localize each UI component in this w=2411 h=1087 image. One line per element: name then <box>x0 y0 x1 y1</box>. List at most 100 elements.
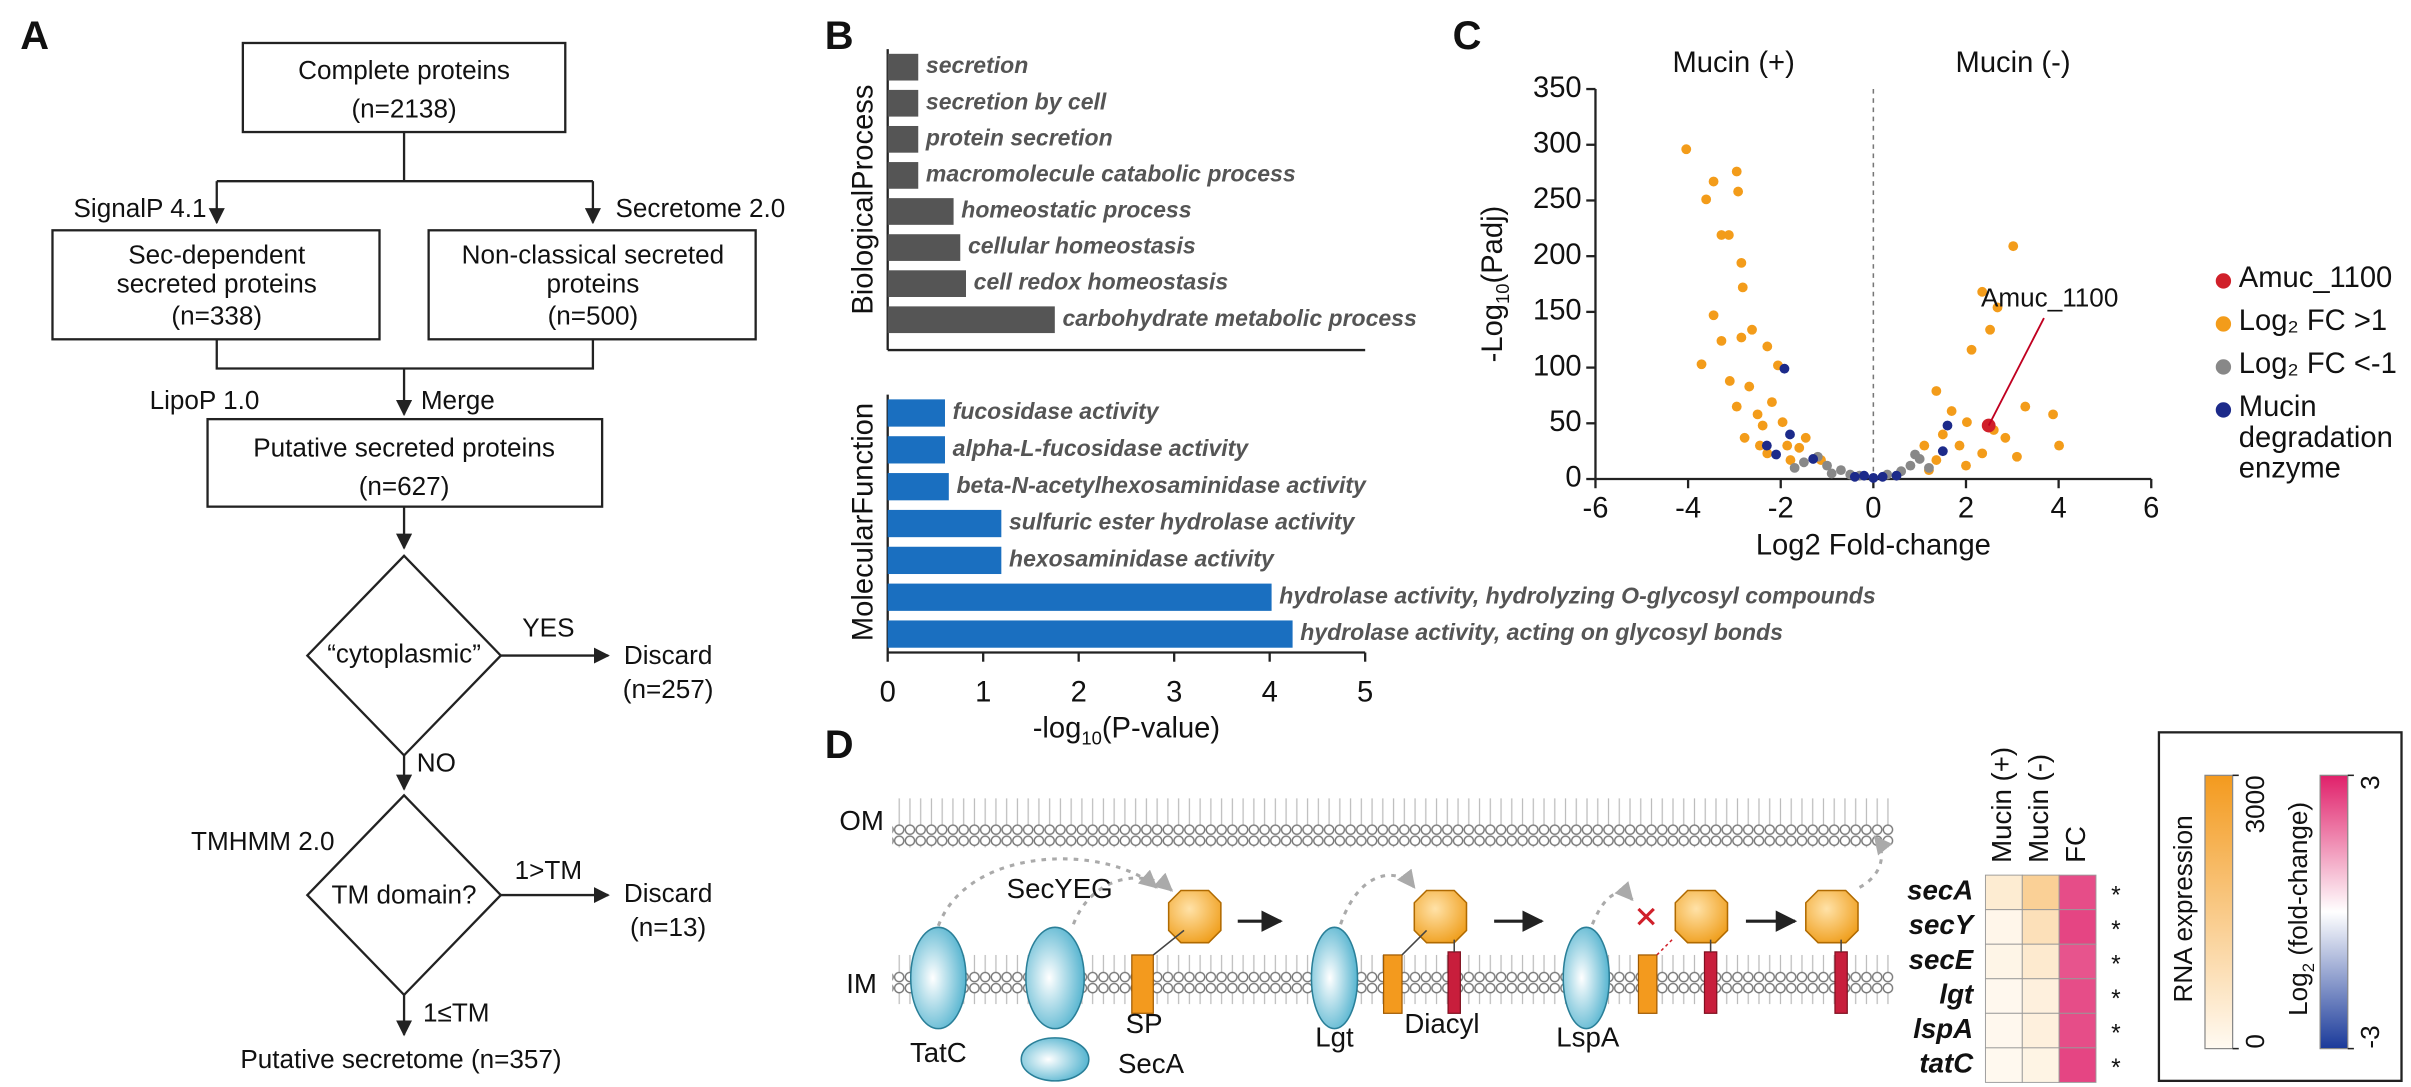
x-axis-label: Log2 Fold-change <box>1756 529 1991 561</box>
bar <box>887 583 1272 611</box>
point <box>1708 176 1719 187</box>
x-axis-label-part: (P-value) <box>1102 712 1220 744</box>
row-label: secY <box>1909 909 1976 940</box>
fc-colorbar <box>2319 774 2349 1050</box>
point <box>1736 257 1747 268</box>
flow-node-text: Complete proteins <box>298 55 510 85</box>
point <box>1681 144 1692 155</box>
point <box>1777 417 1788 428</box>
top-label: Mucin (-) <box>1956 47 2071 79</box>
point <box>1977 448 1988 459</box>
annotation: Amuc_1100 <box>1981 283 2118 313</box>
heatmap-cell <box>2021 874 2060 911</box>
point <box>1966 344 1977 355</box>
legend-label: Log₂ FC <-1 <box>2238 350 2397 381</box>
significance: * <box>2111 917 2121 944</box>
legend-entry: Log₂ FC >1 <box>2238 307 2388 338</box>
point <box>1708 310 1719 321</box>
point <box>2048 409 2058 420</box>
legend-marker <box>2215 359 2232 375</box>
annotation-line <box>1987 317 2045 426</box>
x-tick-label: -6 <box>1583 492 1609 524</box>
group-label: BiologicalProcess <box>847 85 879 315</box>
point <box>1868 472 1879 483</box>
heatmap-cell <box>2058 978 2097 1014</box>
diagram-label: LspA <box>1556 1022 1620 1053</box>
y-axis-label-part: (Padj) <box>1477 206 1509 284</box>
heatmap-cell <box>2021 943 2060 980</box>
heatmap-cell <box>2021 909 2060 945</box>
point <box>1962 417 1972 428</box>
flow-node-text: (n=2138) <box>351 93 456 123</box>
bar <box>887 546 1002 575</box>
point <box>1954 440 1965 451</box>
bar-label: beta-N-acetylhexosaminidase activity <box>956 472 1367 498</box>
point <box>1931 386 1942 396</box>
y-tick-label: 300 <box>1533 127 1582 159</box>
legend-label: Amuc_1100 <box>2238 264 2393 295</box>
point <box>1701 194 1712 205</box>
flow-edge-label: 1≤TM <box>423 998 490 1028</box>
x-tick-label: 4 <box>1262 677 1278 709</box>
bar-label: carbohydrate metabolic process <box>1062 305 1417 331</box>
point <box>1723 230 1734 240</box>
point <box>1785 455 1796 465</box>
point <box>1937 429 1948 440</box>
point <box>1877 471 1888 482</box>
legend-marker <box>2215 402 2232 418</box>
point <box>1822 460 1832 471</box>
point <box>1798 457 1809 468</box>
bar <box>887 53 919 81</box>
bar-label: sulfuric ester hydrolase activity <box>1009 509 1356 535</box>
heatmap-cell <box>2058 943 2097 980</box>
point <box>1931 455 1942 465</box>
heatmap-cell <box>1984 1047 2023 1083</box>
process-arrows <box>936 835 1893 932</box>
diagram-label: OM <box>839 805 884 836</box>
flow-node-text: “cytoplasmic” <box>327 638 481 668</box>
heatmap-cell <box>2058 874 2097 911</box>
bar <box>887 89 919 117</box>
bar <box>887 473 949 501</box>
point <box>1736 332 1747 343</box>
x-tick-label: 3 <box>1166 677 1182 709</box>
bar <box>887 436 945 464</box>
bar-label: hydrolase activity, acting on glycosyl b… <box>1300 619 1783 645</box>
flow-node-text: Putative secreted proteins <box>253 433 555 463</box>
flow-node-text: Putative secretome (n=357) <box>240 1044 561 1074</box>
y-tick-label: 350 <box>1533 72 1582 104</box>
point <box>1696 359 1707 370</box>
colorbar-label-part: Log <box>2283 972 2313 1016</box>
x-tick-label: -4 <box>1675 492 1701 524</box>
legend-marker <box>2215 316 2232 332</box>
x-tick-label: 0 <box>1865 492 1881 524</box>
column-label: Mucin (+) <box>1986 747 2017 863</box>
y-tick-label: 0 <box>1565 462 1581 494</box>
legend-label: Mucin degradation enzyme <box>2238 393 2393 486</box>
bar-label: protein secretion <box>925 124 1113 150</box>
point <box>1924 462 1934 473</box>
colorbar-tick-label: 3 <box>2355 775 2385 790</box>
y-tick-label: 100 <box>1533 350 1582 382</box>
legend-label: Log₂ FC >1 <box>2238 307 2388 338</box>
x-tick-label: 2 <box>1958 492 1974 524</box>
flow-node-text: Discard <box>624 878 712 908</box>
colorbar-tick-label: 3000 <box>2240 775 2270 833</box>
bar <box>887 399 945 427</box>
flow-node-text: Discard <box>624 640 712 670</box>
point <box>2008 241 2019 252</box>
heatmap-cell <box>2021 978 2060 1014</box>
significance: * <box>2111 986 2121 1013</box>
point <box>1961 460 1971 471</box>
diagram-label: Lgt <box>1315 1022 1354 1053</box>
heatmap-cell <box>1984 978 2023 1014</box>
colorbar-tick-label: 0 <box>2240 1034 2270 1049</box>
significance: * <box>2111 952 2121 979</box>
point <box>1762 448 1773 459</box>
point <box>1754 440 1765 451</box>
point <box>1859 470 1870 481</box>
flow-edge-label: YES <box>522 612 574 642</box>
bar-label: hexosaminidase activity <box>1009 545 1275 571</box>
colorbar-label: Log2 (fold-change) <box>2283 802 2318 1016</box>
